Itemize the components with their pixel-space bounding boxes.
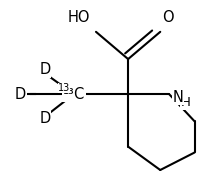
Text: ¹³C: ¹³C — [63, 87, 85, 102]
Text: N: N — [173, 90, 184, 104]
Text: D: D — [39, 111, 51, 126]
Text: C: C — [73, 87, 83, 102]
Text: HO: HO — [68, 10, 91, 25]
Text: D: D — [15, 87, 26, 102]
Text: H: H — [181, 96, 191, 109]
Text: D: D — [39, 62, 51, 77]
Text: 13: 13 — [58, 83, 70, 93]
Text: O: O — [162, 10, 174, 25]
